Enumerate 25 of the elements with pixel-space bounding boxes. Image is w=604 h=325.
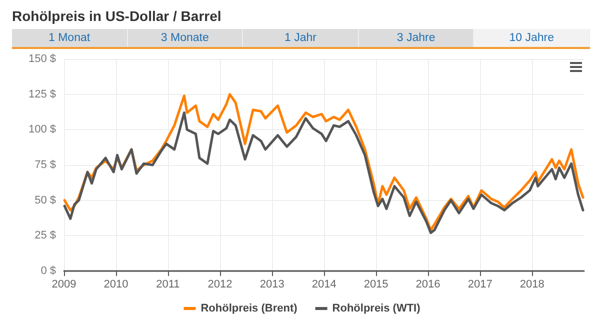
y-tick-label: 25 $ [34, 230, 56, 242]
chart-title: Rohölpreis in US-Dollar / Barrel [12, 8, 222, 24]
x-tick-label: 2015 [364, 278, 388, 290]
x-tick-label: 2017 [468, 278, 492, 290]
y-tick-label: 150 $ [28, 53, 56, 65]
legend-label: Rohölpreis (WTI) [332, 302, 421, 314]
legend-label: Rohölpreis (Brent) [200, 302, 298, 314]
x-tick-label: 2010 [104, 278, 128, 290]
x-tick-label: 2012 [208, 278, 232, 290]
y-tick-label: 75 $ [34, 159, 56, 171]
y-tick-label: 50 $ [34, 194, 56, 206]
x-tick-label: 2011 [156, 278, 180, 290]
x-tick-label: 2014 [312, 278, 336, 290]
text: 1 Monat [12, 29, 128, 47]
x-tick-label: 2013 [260, 278, 284, 290]
y-tick-label: 125 $ [28, 88, 56, 100]
y-tick-label: 100 $ [28, 124, 56, 136]
y-tick-label: 0 $ [40, 265, 56, 277]
text: 3 Monate [128, 29, 244, 47]
text: 1 Jahr [243, 29, 359, 47]
x-tick-label: 2016 [416, 278, 440, 290]
text: 3 Jahre [358, 29, 474, 47]
x-tick-label: 2018 [520, 278, 544, 290]
x-tick-label: 2009 [52, 278, 76, 290]
text: 10 Jahre [474, 29, 590, 47]
